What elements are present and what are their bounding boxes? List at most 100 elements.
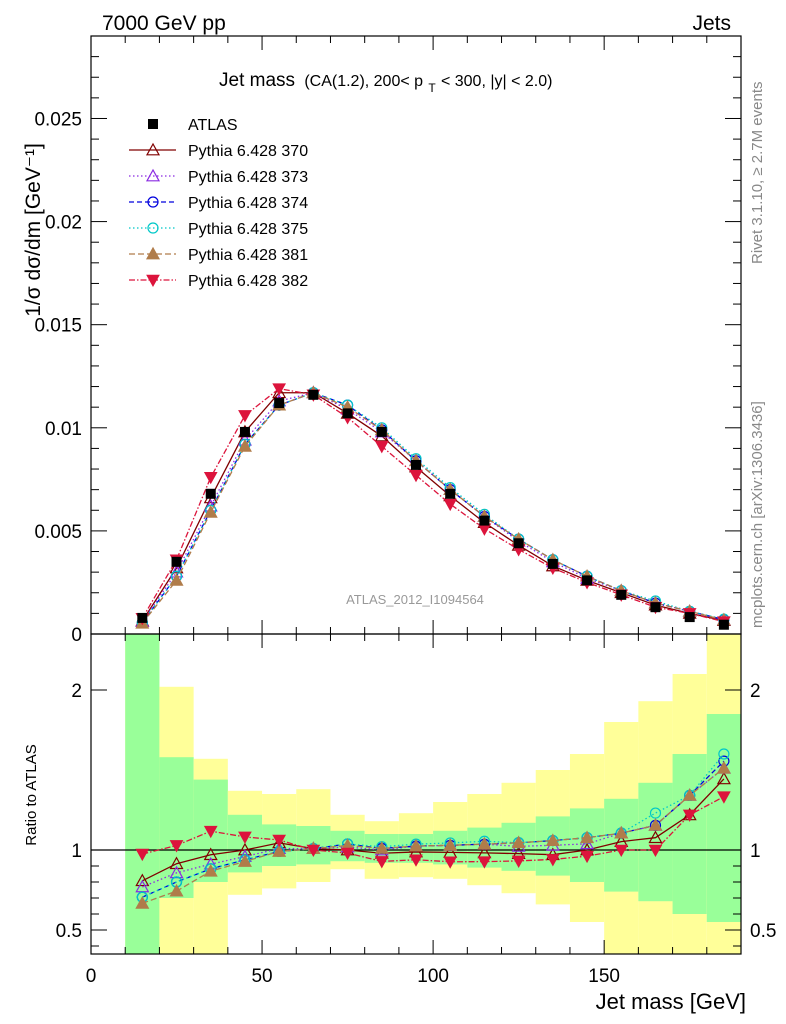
main-y-axis-label: 1/σ dσ/dm [GeV⁻¹] [22, 143, 45, 317]
x-tick-label: 100 [417, 966, 449, 987]
atlas-data-point [171, 556, 182, 567]
curve-marker [408, 838, 424, 852]
curve-marker [511, 835, 526, 849]
legend-label: Pythia 6.428 381 [188, 247, 308, 264]
curve-marker [477, 836, 492, 850]
rivet-label: Rivet 3.1.10, ≥ 2.7M events [749, 82, 766, 265]
atlas-data-point [411, 459, 421, 470]
atlas-data-points [137, 389, 729, 630]
curve-marker [409, 469, 423, 483]
curve-marker [443, 498, 458, 512]
atlas-data-point [445, 488, 456, 499]
legend: ATLAS Pythia 6.428 370 Pythia 6.428 373 Pyt… [129, 117, 308, 290]
mcplots-label: mcplots.cern.ch [arXiv:1306.3436] [749, 401, 766, 628]
curve-marker [614, 844, 629, 858]
curve-marker [135, 896, 150, 909]
curve-marker [614, 825, 629, 839]
legend-marker-atlas [148, 119, 158, 129]
legend-label-atlas: ATLAS [188, 117, 238, 134]
ratio-curves [135, 748, 731, 909]
curve-marker [203, 847, 218, 861]
curve-marker [340, 847, 355, 861]
ratio-y-tick-label: 0.5 [56, 921, 82, 942]
atlas-data-point [582, 575, 593, 586]
process-label: Jets [692, 12, 731, 35]
mc-curve-line [141, 392, 725, 624]
curve-marker [477, 523, 492, 536]
ratio-y-tick-label-right: 0.5 [750, 921, 776, 942]
curve-marker [238, 410, 252, 423]
mc-curve-line [141, 387, 725, 623]
curve-marker [718, 748, 730, 760]
curve-marker [145, 142, 161, 156]
curve-marker [169, 840, 184, 853]
curve-marker [238, 831, 252, 844]
ratio-y-tick-label: 2 [71, 681, 82, 702]
curve-marker [648, 818, 663, 831]
curve-marker [146, 274, 160, 288]
plot-title: Jet mass (CA(1.2), 200< p T < 300, |y| <… [219, 70, 552, 97]
curve-marker [374, 856, 389, 869]
curve-marker [147, 222, 159, 234]
ratio-curve-line [142, 767, 725, 904]
curve-marker [169, 560, 184, 574]
curve-marker [716, 760, 731, 774]
ratio-y-axis-label: Ratio to ATLAS [23, 744, 40, 845]
curve-marker [648, 830, 663, 844]
atlas-data-point [308, 389, 319, 400]
curve-marker [169, 856, 184, 870]
curve-marker [145, 168, 161, 182]
mc-curve-line [141, 392, 725, 622]
ratio-curve-line [142, 778, 725, 882]
curve-marker [649, 807, 662, 819]
legend-label: Pythia 6.428 370 [188, 143, 308, 160]
curve-marker [135, 848, 150, 862]
main-y-tick-label: 0.01 [45, 419, 82, 440]
curve-marker [203, 471, 218, 485]
curve-marker [135, 873, 150, 887]
curve-marker [272, 385, 287, 399]
curve-marker [169, 865, 184, 879]
curve-marker [145, 246, 161, 260]
ratio-uncertainty-bands [125, 634, 741, 954]
curve-marker [477, 856, 492, 869]
atlas-data-point [547, 558, 558, 569]
atlas-data-point [274, 398, 285, 409]
ratio-curve-line [142, 796, 725, 863]
ratio-y-tick-label-right: 2 [750, 681, 761, 702]
main-y-tick-label: 0.005 [34, 522, 82, 543]
x-tick-label: 0 [86, 966, 97, 987]
atlas-data-point [684, 612, 695, 623]
mc-curve-line [141, 392, 725, 622]
curve-marker [169, 573, 184, 586]
curve-marker [237, 439, 252, 452]
atlas-data-point [479, 515, 490, 526]
atlas-data-point [205, 488, 216, 499]
curve-marker [272, 834, 287, 848]
ratio-y-tick-label-right: 1 [750, 841, 761, 862]
atlas-data-point [513, 538, 524, 549]
x-tick-label: 50 [251, 966, 272, 987]
atlas-data-point [616, 589, 627, 600]
x-axis-label: Jet mass [GeV] [596, 989, 746, 1014]
main-y-tick-label: 0.015 [34, 316, 82, 337]
ratio-band-inner [672, 754, 707, 914]
curve-marker [682, 788, 697, 801]
axis-ticks: 0 50 100 150 0 0.005 0.01 0.015 0.02 0.025 0.5 0.5 1… [34, 36, 776, 987]
atlas-data-point [650, 602, 661, 613]
atlas-data-point [342, 408, 353, 419]
ratio-plot-frame [90, 633, 742, 955]
curve-marker [545, 833, 560, 846]
curve-marker [203, 825, 218, 839]
main-y-tick-label: 0 [71, 625, 82, 646]
main-y-tick-label: 0.025 [34, 109, 82, 130]
curve-marker [203, 863, 218, 877]
curve-marker [717, 791, 731, 804]
legend-label: Pythia 6.428 374 [188, 195, 308, 212]
atlas-data-point [239, 426, 250, 437]
curve-marker [147, 196, 159, 208]
curve-marker [272, 383, 287, 396]
ratio-band-inner [706, 714, 741, 922]
x-tick-label: 150 [588, 966, 620, 987]
